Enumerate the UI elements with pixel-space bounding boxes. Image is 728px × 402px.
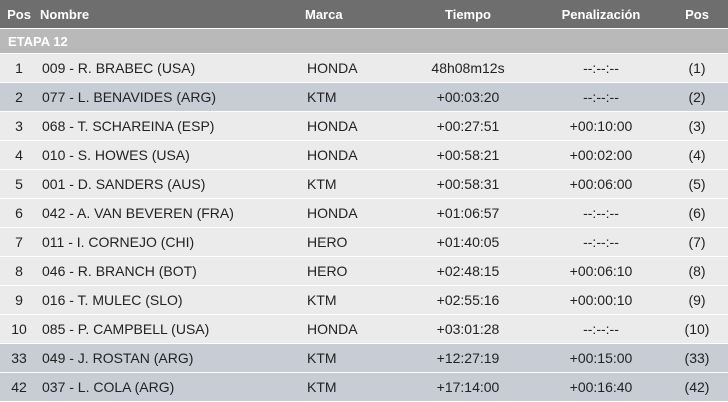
cell: +00:00:10 bbox=[569, 292, 633, 308]
result-row: 8 046 - R. BRANCH (BOT) HERO +02:48:15 +00:0… bbox=[0, 257, 728, 286]
cell: HONDA bbox=[307, 147, 358, 163]
cell: (3) bbox=[688, 118, 706, 134]
cell: 085 - P. CAMPBELL (USA) bbox=[42, 321, 210, 337]
cell: (9) bbox=[688, 292, 706, 308]
cell: KTM bbox=[307, 176, 337, 192]
cell: +00:16:40 bbox=[569, 379, 633, 395]
cell: 010 - S. HOWES (USA) bbox=[42, 147, 190, 163]
column-header: Penalización bbox=[561, 7, 641, 22]
cell: 8 bbox=[15, 263, 23, 279]
cell: KTM bbox=[307, 292, 337, 308]
cell: (2) bbox=[688, 89, 706, 105]
cell: +02:55:16 bbox=[436, 292, 500, 308]
cell: (8) bbox=[688, 263, 706, 279]
header-row: Pos Nombre Marca Tiempo Penalización Pos bbox=[0, 0, 728, 29]
cell: 046 - R. BRANCH (BOT) bbox=[42, 263, 197, 279]
cell: 6 bbox=[15, 205, 23, 221]
cell: +12:27:19 bbox=[436, 350, 500, 366]
cell: +02:48:15 bbox=[436, 263, 500, 279]
cell: +00:27:51 bbox=[436, 118, 500, 134]
cell: +00:02:00 bbox=[569, 147, 633, 163]
cell: (10) bbox=[684, 321, 710, 337]
cell: KTM bbox=[307, 350, 337, 366]
cell: HONDA bbox=[307, 205, 358, 221]
result-row: 10 085 - P. CAMPBELL (USA) HONDA +03:01:28 -… bbox=[0, 315, 728, 344]
result-row: 42 037 - L. COLA (ARG) KTM +17:14:00 +00:16:… bbox=[0, 373, 728, 402]
result-row: 1 009 - R. BRABEC (USA) HONDA 48h08m12s --:-… bbox=[0, 54, 728, 83]
cell: 001 - D. SANDERS (AUS) bbox=[42, 176, 206, 192]
cell: 037 - L. COLA (ARG) bbox=[42, 379, 175, 395]
cell: HERO bbox=[307, 263, 348, 279]
cell: --:--:-- bbox=[583, 60, 619, 76]
cell: HONDA bbox=[307, 321, 358, 337]
cell: +00:06:10 bbox=[569, 263, 633, 279]
cell: (6) bbox=[688, 205, 706, 221]
result-row: 6 042 - A. VAN BEVEREN (FRA) HONDA +01:06:5… bbox=[0, 199, 728, 228]
result-row: 4 010 - S. HOWES (USA) HONDA +00:58:21 +00:0… bbox=[0, 141, 728, 170]
cell: HONDA bbox=[307, 60, 358, 76]
cell: +00:03:20 bbox=[436, 89, 500, 105]
cell: 4 bbox=[15, 147, 23, 163]
column-header: Pos bbox=[7, 7, 31, 22]
cell: (4) bbox=[688, 147, 706, 163]
cell: --:--:-- bbox=[583, 234, 619, 250]
column-header: Tiempo bbox=[445, 7, 491, 22]
cell: (42) bbox=[684, 379, 710, 395]
cell: 042 - A. VAN BEVEREN (FRA) bbox=[42, 205, 234, 221]
cell: 016 - T. MULEC (SLO) bbox=[42, 292, 183, 308]
result-row: 7 011 - I. CORNEJO (CHI) HERO +01:40:05 --:-… bbox=[0, 228, 728, 257]
cell: +00:58:31 bbox=[436, 176, 500, 192]
cell: +00:58:21 bbox=[436, 147, 500, 163]
cell: +03:01:28 bbox=[436, 321, 500, 337]
cell: +01:06:57 bbox=[436, 205, 500, 221]
cell: HERO bbox=[307, 234, 348, 250]
cell: +01:40:05 bbox=[436, 234, 500, 250]
cell: (7) bbox=[688, 234, 706, 250]
cell: 3 bbox=[15, 118, 23, 134]
cell: 077 - L. BENAVIDES (ARG) bbox=[42, 89, 217, 105]
result-row: 33 049 - J. ROSTAN (ARG) KTM +12:27:19 +00:1… bbox=[0, 344, 728, 373]
cell: +00:10:00 bbox=[569, 118, 633, 134]
cell: 48h08m12s bbox=[431, 60, 505, 76]
stage-row: ETAPA 12 bbox=[0, 29, 728, 54]
cell: 42 bbox=[11, 379, 27, 395]
cell: 9 bbox=[15, 292, 23, 308]
cell: +17:14:00 bbox=[436, 379, 500, 395]
cell: (5) bbox=[688, 176, 706, 192]
cell: KTM bbox=[307, 89, 337, 105]
cell: 2 bbox=[15, 89, 23, 105]
column-header: Nombre bbox=[40, 7, 90, 22]
cell: (33) bbox=[684, 350, 710, 366]
cell: --:--:-- bbox=[583, 321, 619, 337]
cell: 1 bbox=[15, 60, 23, 76]
result-row: 9 016 - T. MULEC (SLO) KTM +02:55:16 +00:00:… bbox=[0, 286, 728, 315]
result-row: 2 077 - L. BENAVIDES (ARG) KTM +00:03:20 --:… bbox=[0, 83, 728, 112]
column-header: Pos bbox=[685, 7, 709, 22]
result-row: 3 068 - T. SCHAREINA (ESP) HONDA +00:27:51 +… bbox=[0, 112, 728, 141]
cell: --:--:-- bbox=[583, 89, 619, 105]
cell: 011 - I. CORNEJO (CHI) bbox=[42, 234, 195, 250]
cell: --:--:-- bbox=[583, 205, 619, 221]
result-row: 5 001 - D. SANDERS (AUS) KTM +00:58:31 +00:0… bbox=[0, 170, 728, 199]
column-header: Marca bbox=[305, 7, 343, 22]
cell: 33 bbox=[11, 350, 27, 366]
cell: +00:15:00 bbox=[569, 350, 633, 366]
cell: 5 bbox=[15, 176, 23, 192]
cell: +00:06:00 bbox=[569, 176, 633, 192]
cell: 7 bbox=[15, 234, 23, 250]
cell: HONDA bbox=[307, 118, 358, 134]
cell: 009 - R. BRABEC (USA) bbox=[42, 60, 196, 76]
cell: 068 - T. SCHAREINA (ESP) bbox=[42, 118, 215, 134]
cell: 10 bbox=[11, 321, 27, 337]
cell: 049 - J. ROSTAN (ARG) bbox=[42, 350, 194, 366]
stage-label: ETAPA 12 bbox=[8, 34, 68, 49]
cell: KTM bbox=[307, 379, 337, 395]
cell: (1) bbox=[688, 60, 706, 76]
